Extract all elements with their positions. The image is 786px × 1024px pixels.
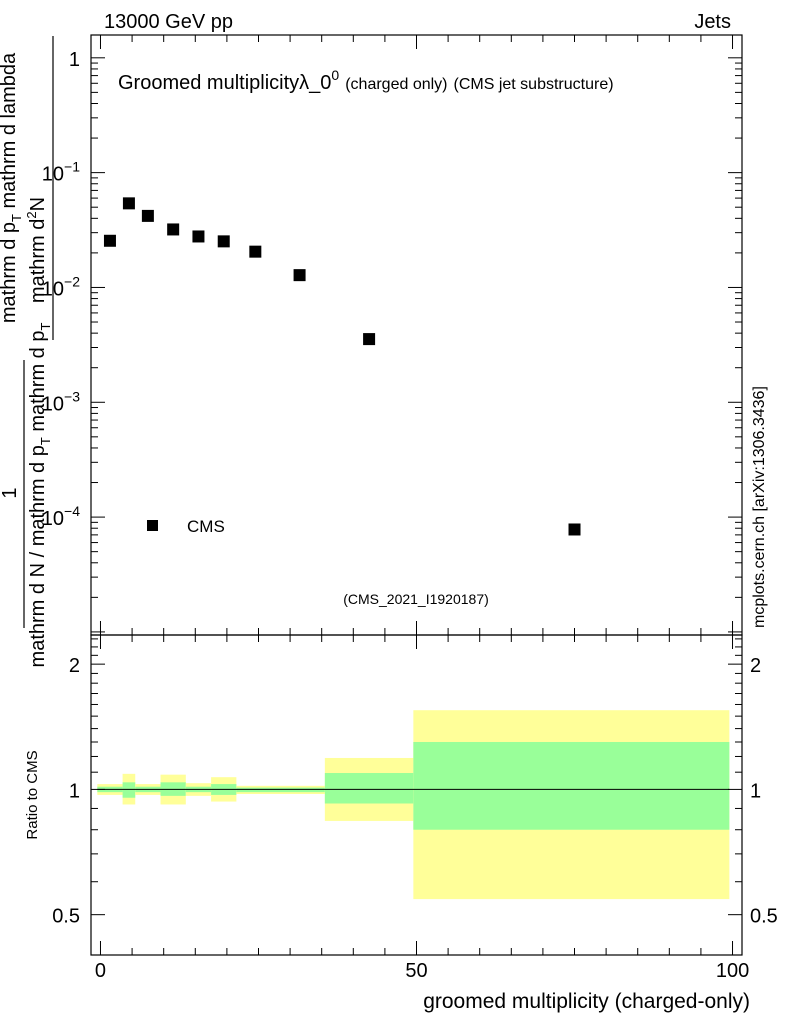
y-label-top-num: mathrm d2N [24,197,49,303]
main-plot-frame [90,34,743,636]
data-point [568,523,581,536]
ratio-y-tick-label-left: 2 [69,655,80,677]
stat-uncertainty-band [324,773,414,804]
y-label-top-den-a: mathrm d p [0,222,20,323]
x-tick-label: 0 [95,960,106,982]
ratio-bands [97,710,730,900]
plot-title-symbol: λ_0 [299,72,331,94]
data-point [249,245,262,258]
process-label: Jets [694,11,731,33]
ratio-y-tick-label-right: 1 [750,780,761,802]
y-tick-label-base: 1 [69,49,80,71]
y-label-top-num-sup: 2 [24,211,39,218]
data-point [103,234,116,247]
legend-label: CMS [187,517,225,536]
y-tick-label-exp: −4 [64,503,80,519]
ratio-y-tick-label-left: 1 [69,780,80,802]
y-tick-label: 1 [69,49,80,71]
y-tick-label: 10−1 [42,159,80,186]
data-point [122,197,135,210]
plot-title-main: Groomed multiplicity [118,72,299,94]
data-point [167,223,180,236]
y-label-bottom-b: / mathrm d p [27,445,49,563]
main-x-ticks [99,35,734,635]
y-label-top-den-tail: mathrm d lambda [0,52,20,214]
y-label-bottom-c: mathrm d p [27,331,49,438]
y-tick-label: 10−3 [42,388,80,415]
x-axis-label: groomed multiplicity (charged-only) [423,990,750,1013]
y-tick-label-exp: −3 [64,388,80,404]
y-tick-label-base: 10 [42,508,64,530]
stat-uncertainty-band [122,782,136,798]
data-points [103,197,581,536]
plot-title: Groomed multiplicityλ_00 (charged only) (C… [118,67,614,94]
ratio-y-axis: 0.5 0.5 1 1 2 2 [52,638,778,928]
y-tick-label: 10−4 [42,503,80,530]
y-label-bottom-c-sub: T [38,323,53,331]
y-label-top-num-tail: N [27,197,49,211]
plot-title-sup: 0 [331,67,339,83]
x-tick-label: 50 [405,960,427,982]
ratio-plot-area: 0.5 0.5 1 1 2 2 0 50 100 [52,634,778,982]
y-tick-label-base: 10 [42,393,64,415]
x-tick-label: 100 [716,960,749,982]
ratio-y-tick-label-right: 2 [750,655,761,677]
y-tick-label-exp: −1 [64,159,80,175]
stat-uncertainty-band [413,741,730,830]
main-plot-area: 110−110−210−310−4 Groomed multiplicityλ_… [42,34,743,636]
legend-marker [147,520,158,531]
plot-title-tail-a: (charged only) [345,76,447,93]
data-point [363,333,376,346]
data-point [293,269,306,282]
data-point [141,209,154,222]
y-label-bottom-b-sub: T [38,437,53,445]
main-y-axis: 110−110−210−310−4 [42,49,742,633]
y-tick-label-exp: −2 [64,273,80,289]
ratio-x-axis: 0 50 100 [95,635,749,982]
ratio-y-tick-label-left: 0.5 [52,906,80,928]
ratio-y-tick-label-right: 0.5 [750,906,778,928]
data-point [217,235,230,248]
watermark: mcplots.cern.ch [arXiv:1306.3436] [751,386,768,628]
y-label-bottom-den: mathrm d N / mathrm d pT mathrm d pT [27,323,53,668]
plot-title-tail-b: (CMS jet substructure) [454,76,614,93]
energy-label: 13000 GeV pp [104,11,233,33]
analysis-id: (CMS_2021_I1920187) [343,591,489,607]
y-label-bottom-a: mathrm d N [27,563,49,667]
y-label-top-den: mathrm d pT mathrm d lambda [0,52,24,323]
y-label-bottom-one: 1 [0,487,21,498]
ratio-y-label: Ratio to CMS [24,750,41,839]
data-point [192,230,205,243]
y-label-top-num-a: mathrm d [27,219,49,303]
y-tick-label: 10−2 [42,273,80,300]
y-label-top-den-sub: T [9,214,24,222]
